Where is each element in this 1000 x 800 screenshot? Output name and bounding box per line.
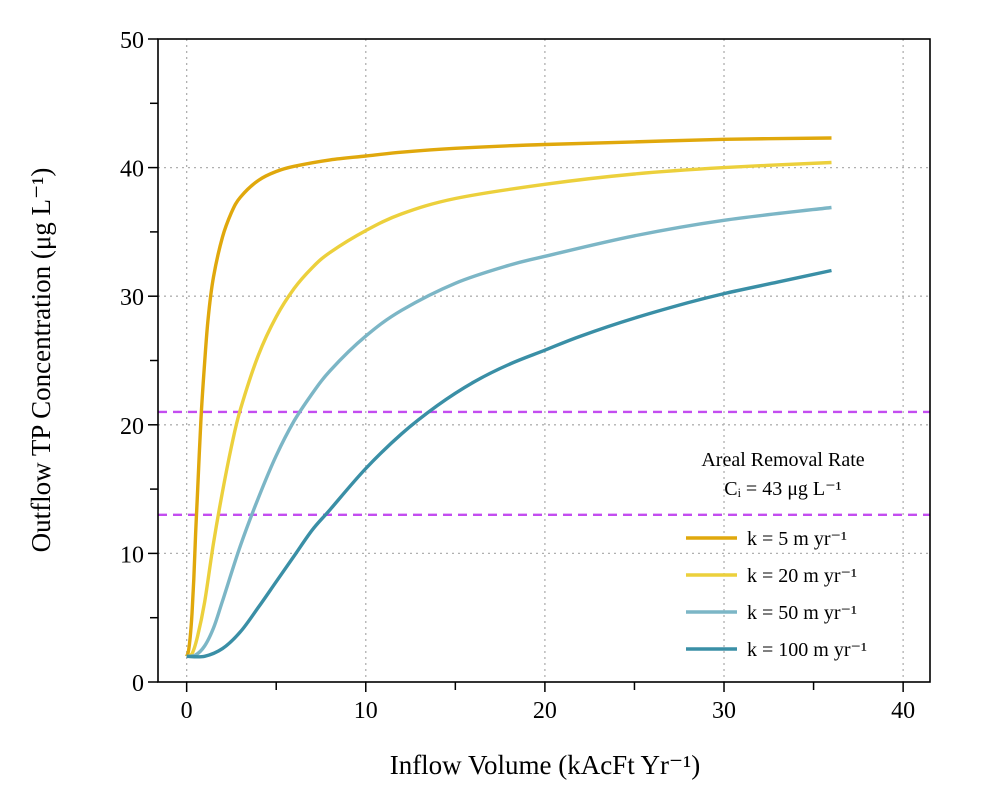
series-line-1 xyxy=(185,136,832,657)
y-tick-label: 0 xyxy=(132,671,144,697)
x-tick-label: 10 xyxy=(354,698,378,724)
x-tick-label: 40 xyxy=(891,698,915,724)
axis-ticks: 0 10 20 30 40 0 10 20 30 40 50 xyxy=(120,28,915,724)
legend-label: k = 5 m yr⁻¹ xyxy=(747,528,847,550)
legend-title: Areal Removal Rate xyxy=(701,449,864,471)
series-line-4 xyxy=(186,268,832,659)
x-tick-label: 30 xyxy=(712,698,736,724)
series-line-3 xyxy=(186,205,832,658)
y-tick-label: 10 xyxy=(120,542,144,568)
legend-label: k = 100 m yr⁻¹ xyxy=(747,639,867,661)
series-line-2 xyxy=(186,160,832,658)
y-tick-label: 40 xyxy=(120,157,144,183)
y-tick-label: 50 xyxy=(120,28,144,54)
series-lines xyxy=(185,136,832,659)
legend-label: k = 20 m yr⁻¹ xyxy=(747,565,857,587)
reference-lines xyxy=(158,410,930,517)
x-tick-label: 0 xyxy=(181,698,193,724)
y-tick-label: 20 xyxy=(120,414,144,440)
x-axis-label: Inflow Volume (kAcFt Yr⁻¹) xyxy=(390,750,701,780)
legend-entries: k = 5 m yr⁻¹ k = 20 m yr⁻¹ k = 50 m yr⁻¹ k … xyxy=(686,528,867,661)
legend-subtitle: Cᵢ = 43 μg L⁻¹ xyxy=(724,478,841,500)
legend-label: k = 50 m yr⁻¹ xyxy=(747,602,857,624)
legend: Areal Removal Rate Cᵢ = 43 μg L⁻¹ k = 5 … xyxy=(686,449,867,661)
y-axis-label: Outflow TP Concentration (μg L⁻¹) xyxy=(26,168,56,553)
y-tick-label: 30 xyxy=(120,285,144,311)
x-tick-label: 20 xyxy=(533,698,557,724)
